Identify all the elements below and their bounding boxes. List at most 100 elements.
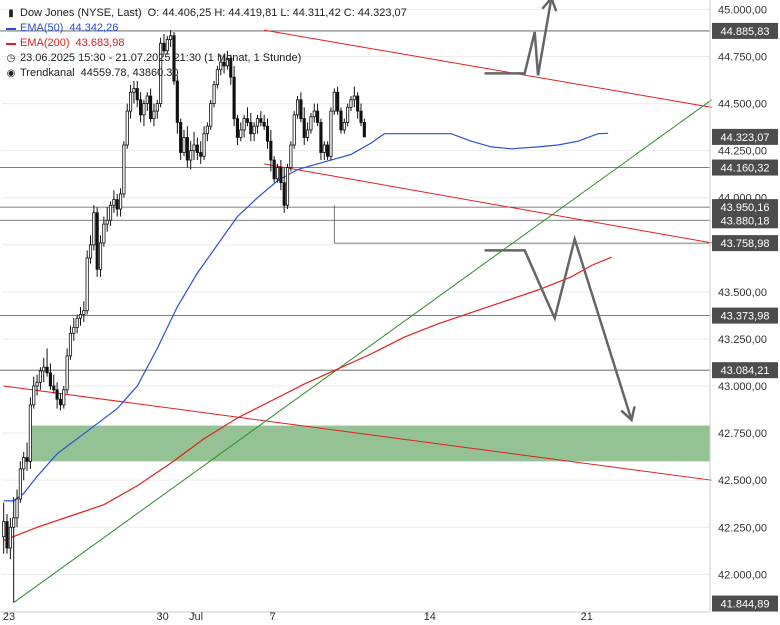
candle-body (55, 389, 59, 400)
candle-body (222, 61, 226, 67)
candle-body (88, 244, 93, 259)
candle (149, 88, 153, 123)
down-arrow (484, 234, 633, 421)
candle-body (162, 42, 166, 52)
candle-body (225, 57, 229, 67)
candle-body (332, 91, 336, 112)
candle (205, 122, 209, 142)
level-label-text: 43.880,18 (721, 215, 770, 227)
candle-body (352, 95, 356, 101)
candle-body (135, 88, 139, 101)
candle-body (8, 526, 12, 549)
candle-body (312, 110, 316, 118)
candle-body (285, 167, 290, 206)
candle (58, 393, 63, 411)
candle (309, 112, 313, 134)
candle (326, 141, 330, 161)
level-label: 43.950,16 (712, 199, 778, 216)
level-label-text: 44.160,32 (721, 163, 770, 175)
horizontal-levels (0, 30, 710, 371)
candle-body (152, 110, 156, 120)
candle (319, 118, 323, 161)
candle (179, 118, 183, 161)
candle-body (255, 118, 260, 127)
candle-body (115, 199, 119, 210)
candle (212, 80, 216, 108)
candle (105, 207, 109, 232)
candle-body (58, 398, 63, 406)
candle (229, 54, 233, 85)
candle (289, 141, 293, 172)
level-label: 44.160,32 (712, 159, 778, 176)
candle (359, 103, 363, 127)
candle (122, 141, 126, 198)
candle-body (272, 159, 276, 180)
candle (65, 348, 69, 394)
candle (295, 96, 300, 119)
candle-body (169, 35, 173, 40)
candle (75, 314, 79, 334)
candle-body (306, 129, 310, 138)
candle-body (78, 314, 83, 319)
candle-body (189, 150, 193, 161)
level-label-text: 44.323,07 (721, 132, 770, 144)
candle (145, 92, 149, 112)
candle (152, 103, 156, 127)
candle (35, 374, 39, 396)
level-label-text: 43.084,21 (721, 365, 770, 377)
y-tick-label: 44.750,00 (718, 51, 767, 63)
candle-body (339, 110, 343, 131)
trend-label: Trendkanal (20, 67, 75, 79)
candle-body (5, 521, 9, 549)
candle-body (92, 212, 96, 246)
candle-body (102, 223, 106, 244)
candle (279, 160, 283, 191)
x-tick-label: 21 (581, 611, 593, 623)
level-label: 43.373,98 (712, 307, 778, 324)
candle-body (52, 385, 56, 391)
candle (362, 118, 366, 138)
trend-line (13, 99, 712, 603)
up-arrow-head (541, 0, 558, 12)
candle (68, 325, 73, 360)
candle-body (336, 91, 340, 112)
candle (129, 84, 133, 119)
candle (272, 156, 276, 183)
candle-body (242, 118, 246, 131)
x-tick-label: 23 (3, 611, 15, 623)
candle (316, 103, 320, 127)
candle (48, 363, 52, 390)
candle (162, 33, 166, 55)
candle (85, 250, 89, 315)
candle-body (72, 327, 76, 334)
candle-body (129, 91, 133, 112)
candle-body (262, 122, 266, 127)
candle-body (195, 144, 199, 153)
candle (92, 205, 96, 251)
candle (202, 126, 206, 161)
y-tick-label: 43.250,00 (718, 334, 767, 346)
candle-body (212, 84, 216, 104)
candle-body (295, 99, 300, 116)
support-zone (30, 425, 711, 462)
level-label-box (712, 595, 778, 612)
x-tick-label: Jul (189, 611, 203, 623)
candle (102, 216, 106, 247)
legend-ema200-row: EMA(200) 43.683,98 (6, 36, 407, 51)
support-zone-rect (30, 425, 711, 462)
trend-line (3, 385, 712, 481)
candle-body (279, 167, 283, 184)
legend-ema50-row: EMA(50) 44.342,26 (6, 21, 407, 36)
instrument-title: Dow Jones (NYSE, Last) (20, 7, 142, 19)
candle (252, 122, 256, 142)
candle (225, 50, 229, 70)
level-label-text: 41.844,89 (721, 599, 770, 611)
trend-line (264, 163, 712, 244)
down-arrow-head (620, 406, 636, 423)
candle (118, 188, 123, 217)
candle-body (22, 457, 26, 470)
candle-body (302, 118, 306, 138)
legend-period-row: ◷ 23.06.2025 15:30 - 21.07.2025 21:30 (1… (6, 51, 407, 66)
candle-body (329, 110, 333, 157)
candle (112, 190, 116, 213)
